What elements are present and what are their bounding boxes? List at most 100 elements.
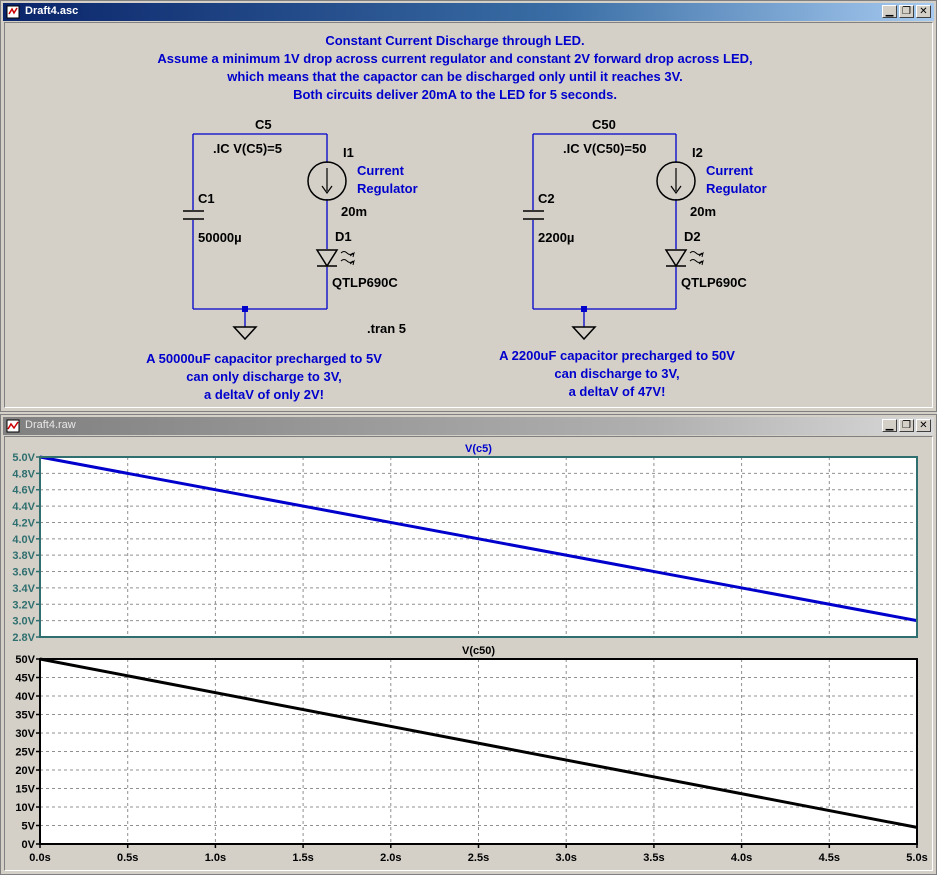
- plot-x-tick-label: 1.5s: [292, 852, 313, 864]
- plot-x-tick-label: 4.0s: [731, 852, 752, 864]
- plot-1-ytick-label: 4.6V: [12, 485, 35, 497]
- d1-led-symbol[interactable]: [315, 249, 355, 268]
- i2-current-source-symbol[interactable]: [656, 161, 696, 201]
- restore-button[interactable]: ❐: [899, 5, 914, 18]
- note-line4: Both circuits deliver 20mA to the LED fo…: [293, 87, 617, 102]
- plot-x-tick-label: 4.5s: [819, 852, 840, 864]
- note-line3: which means that the capactor can be dis…: [226, 69, 682, 84]
- plot-2-ytick-label: 20V: [15, 765, 35, 777]
- schematic-window[interactable]: Draft4.asc ▁ ❐ ✕ Constant Current Discha…: [0, 0, 937, 412]
- plot-1-ytick-label: 3.2V: [12, 599, 35, 611]
- d2-model[interactable]: QTLP690C: [681, 275, 747, 290]
- d2-led-symbol[interactable]: [664, 249, 704, 268]
- plot-x-tick-label: 0.5s: [117, 852, 138, 864]
- i1-name[interactable]: I1: [343, 145, 354, 160]
- d1-name[interactable]: D1: [335, 229, 352, 244]
- waveform-window[interactable]: Draft4.raw ▁ ❐ ✕ 5.0V 4.8V 4.6V 4.4V 4.2V 4.0…: [0, 414, 937, 875]
- plot-1-ytick-label: 3.4V: [12, 583, 35, 595]
- i1-desc1: Current: [357, 163, 405, 178]
- plot-2-ytick-label: 25V: [15, 747, 35, 759]
- waveform-title: Draft4.raw: [25, 419, 76, 431]
- d1-model[interactable]: QTLP690C: [332, 275, 398, 290]
- c2-capacitor-symbol[interactable]: [523, 210, 544, 220]
- c1-capacitor-symbol[interactable]: [183, 210, 204, 220]
- plot-2-ytick-label: 45V: [15, 673, 35, 685]
- close-button[interactable]: ✕: [916, 419, 931, 432]
- c2-comment3: a deltaV of 47V!: [569, 384, 666, 399]
- plot-2-ytick-label: 35V: [15, 710, 35, 722]
- plot-1-title[interactable]: V(c5): [465, 443, 492, 455]
- plot-1-ytick-label: 4.8V: [12, 468, 35, 480]
- waveform-window-buttons: ▁ ❐ ✕: [880, 419, 931, 432]
- c2-cap-name[interactable]: C2: [538, 191, 555, 206]
- c1-comment2: can only discharge to 3V,: [186, 369, 342, 384]
- plot-x-tick-label: 2.5s: [468, 852, 489, 864]
- plot-x-tick-label: 0.0s: [29, 852, 50, 864]
- plot-1-ytick-label: 3.8V: [12, 550, 35, 562]
- c2-cap-value[interactable]: 2200µ: [538, 230, 574, 245]
- c1-net-label[interactable]: C5: [255, 117, 272, 132]
- c2-comment1: A 2200uF capacitor precharged to 50V: [499, 348, 735, 363]
- c2-ground-node: [581, 306, 587, 312]
- minimize-button[interactable]: ▁: [882, 419, 897, 432]
- c2-comment2: can discharge to 3V,: [554, 366, 679, 381]
- i2-value[interactable]: 20m: [690, 204, 716, 219]
- schematic-titlebar[interactable]: Draft4.asc ▁ ❐ ✕: [3, 3, 934, 21]
- note-line1: Constant Current Discharge through LED.: [325, 33, 584, 48]
- i2-desc2: Regulator: [706, 181, 767, 196]
- note-line2: Assume a minimum 1V drop across current …: [157, 51, 752, 66]
- restore-button[interactable]: ❐: [899, 419, 914, 432]
- plot-2-ytick-label: 40V: [15, 691, 35, 703]
- c2-ground-symbol[interactable]: [571, 326, 597, 341]
- plot-2-ytick-label: 15V: [15, 784, 35, 796]
- i2-desc1: Current: [706, 163, 754, 178]
- plot-1-ytick-label: 4.4V: [12, 501, 35, 513]
- waveform-app-icon: [6, 419, 20, 433]
- waveform-plots: 5.0V 4.8V 4.6V 4.4V 4.2V 4.0V 3.8V 3.6V 3.4V 3.2V…: [12, 443, 927, 864]
- plot-1-trace[interactable]: [39, 455, 918, 623]
- plot-x-tick-label: 2.0s: [380, 852, 401, 864]
- schematic-canvas[interactable]: Constant Current Discharge through LED. …: [4, 22, 933, 408]
- waveform-canvas[interactable]: 5.0V 4.8V 4.6V 4.4V 4.2V 4.0V 3.8V 3.6V 3.4V 3.2V…: [4, 436, 933, 871]
- plot-x-tick-label: 5.0s: [906, 852, 927, 864]
- waveform-titlebar[interactable]: Draft4.raw ▁ ❐ ✕: [3, 417, 934, 435]
- schematic-drawing: Constant Current Discharge through LED. …: [146, 33, 767, 402]
- c1-cap-name[interactable]: C1: [198, 191, 215, 206]
- plot-1-ytick-label: 3.0V: [12, 616, 35, 628]
- plot-2-trace[interactable]: [39, 657, 918, 829]
- i1-desc2: Regulator: [357, 181, 418, 196]
- plot-2-ytick-label: 0V: [22, 839, 36, 851]
- plot-1-frame[interactable]: [39, 456, 918, 638]
- plot-1-ytick-label: 2.8V: [12, 632, 35, 644]
- plot-1-ytick-label: 4.2V: [12, 517, 35, 529]
- d2-name[interactable]: D2: [684, 229, 701, 244]
- c2-ic-directive[interactable]: .IC V(C50)=50: [563, 141, 646, 156]
- plot-2-ytick-label: 5V: [22, 821, 36, 833]
- plot-2-ytick-label: 10V: [15, 802, 35, 814]
- plot-x-tick-label: 1.0s: [205, 852, 226, 864]
- i1-current-source-symbol[interactable]: [307, 161, 347, 201]
- c1-ground-symbol[interactable]: [232, 326, 258, 341]
- plot-x-tick-label: 3.0s: [555, 852, 576, 864]
- plot-2-ytick-label: 50V: [15, 654, 35, 666]
- circuit2: C50 .IC V(C50)=50 C2 2200µ I2 Current Re…: [499, 117, 767, 399]
- plot-x-tick-label: 3.5s: [643, 852, 664, 864]
- tran-directive[interactable]: .tran 5: [367, 321, 406, 336]
- c1-cap-value[interactable]: 50000µ: [198, 230, 242, 245]
- plot-1-ytick-label: 5.0V: [12, 452, 35, 464]
- i1-value[interactable]: 20m: [341, 204, 367, 219]
- c1-comment3: a deltaV of only 2V!: [204, 387, 324, 402]
- c1-comment1: A 50000uF capacitor precharged to 5V: [146, 351, 382, 366]
- schematic-title: Draft4.asc: [25, 5, 79, 17]
- minimize-button[interactable]: ▁: [882, 5, 897, 18]
- plot-1-ytick-label: 3.6V: [12, 567, 35, 579]
- i2-name[interactable]: I2: [692, 145, 703, 160]
- c1-ic-directive[interactable]: .IC V(C5)=5: [213, 141, 282, 156]
- close-button[interactable]: ✕: [916, 5, 931, 18]
- schematic-window-buttons: ▁ ❐ ✕: [880, 5, 931, 18]
- c2-net-label[interactable]: C50: [592, 117, 616, 132]
- plot-1-ytick-label: 4.0V: [12, 534, 35, 546]
- plot-2-title[interactable]: V(c50): [462, 645, 495, 657]
- circuit1: C5 .IC V(C5)=5 C1 50000µ I1 Current Regu…: [146, 117, 418, 402]
- plot-2-ytick-label: 30V: [15, 728, 35, 740]
